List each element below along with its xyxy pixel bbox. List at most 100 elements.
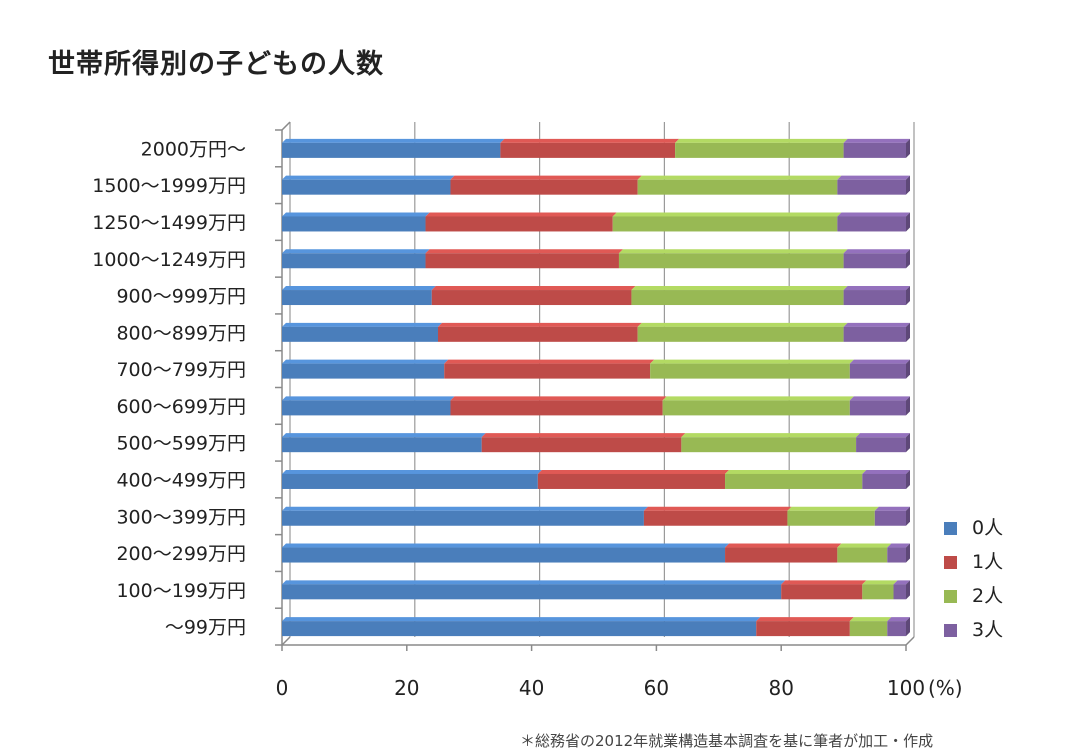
bar-segment [756,621,850,637]
bar-segment-side [906,249,910,269]
bar-segment-top [725,469,867,474]
legend-swatch [944,522,957,535]
bar-segment [843,142,906,158]
axis-layer [275,121,915,651]
bar-segment [282,142,501,158]
bar-segment [662,400,850,416]
bar-segment [631,290,844,306]
x-tick-label: 40 [519,676,544,700]
bar-segment-top [887,543,910,548]
bar-segment [787,510,875,526]
bar-segment-top [500,138,680,143]
bar-segment [643,510,788,526]
category-label: 2000万円〜 [141,138,246,160]
legend-layer: 0人 1人 2人 3人 [944,517,1003,641]
bar-segment [282,253,426,269]
bar-segment-top [282,175,455,180]
bar-segment [849,363,906,379]
bar-segment-top [725,543,842,548]
bar-segment-top [618,249,848,254]
bar-segment-side [906,580,910,600]
bar-segment [849,621,888,637]
category-label: 300〜399万円 [116,506,246,528]
legend-swatch [944,590,957,603]
legend-label: 1人 [972,551,1003,573]
x-unit-label: (%) [928,676,963,700]
bar-segment-top [643,506,792,511]
category-label: 1500〜1999万円 [92,175,246,197]
bar-segment-top [282,580,786,585]
bar-segment-top [837,175,910,180]
bar-segment-top [650,359,854,364]
bar-segment-top [856,433,910,438]
bar-segment-top [282,138,505,143]
bar-segment-top [887,617,910,622]
bar-segment-top [843,138,910,143]
bar-segment [837,216,906,232]
bar-segment [618,253,844,269]
category-label: 900〜999万円 [116,286,246,308]
bar-segment-top [282,469,542,474]
bar-segment-top [843,322,910,327]
axis-corner [281,121,291,131]
category-label: 100〜199万円 [116,580,246,602]
bar-segment-side [906,433,910,453]
bar-segment [856,437,906,453]
bar-segment [537,473,726,489]
bar-segment-side [906,396,910,416]
category-label: 1000〜1249万円 [92,249,246,271]
bar-segment [282,363,445,379]
bar-segment [431,290,632,306]
bar-segment [862,473,906,489]
bar-segment-top [282,396,455,401]
category-label: 〜99万円 [165,617,246,639]
category-label: 800〜899万円 [116,322,246,344]
bar-segment-top [756,617,854,622]
bar-segment-side [906,359,910,379]
labels-layer: 0 20 40 60 80 100 (%) 2000万円〜 1500〜1999万円 1250〜14… [92,138,962,700]
legend-swatch [944,624,957,637]
bar-segment [282,326,438,342]
bar-segment [282,547,726,563]
bar-segment-top [849,396,910,401]
bar-segment-top [849,359,910,364]
bars-layer [282,138,910,637]
bar-segment [725,473,863,489]
bar-segment [444,363,651,379]
bar-segment-top [282,543,730,548]
bar-segment-top [282,506,648,511]
bar-segment [282,510,644,526]
bar-segment-top [282,249,430,254]
bar-segment [874,510,906,526]
bar-segment-top [444,359,655,364]
bar-segment-top [282,286,436,291]
bar-segment-top [282,212,430,217]
bar-segment [438,326,638,342]
bar-segment-top [631,286,848,291]
bar-segment [843,253,906,269]
bar-segment [681,437,857,453]
bar-segment [282,216,426,232]
bar-segment-top [537,469,730,474]
x-tick-label: 80 [768,676,793,700]
grid-layer [289,122,915,637]
bar-segment [282,621,757,637]
bar-segment-top [425,212,617,217]
bar-segment-top [637,322,848,327]
bar-segment [849,400,906,416]
bar-segment [893,584,906,600]
bar-segment-top [637,175,842,180]
bar-segment-top [431,286,636,291]
bar-segment-side [906,175,910,195]
category-label: 600〜699万円 [116,396,246,418]
bar-segment [282,437,482,453]
bar-segment [425,216,613,232]
bar-segment [282,179,451,195]
bar-segment-top [481,433,686,438]
legend-label: 2人 [972,585,1003,607]
bar-segment [837,547,888,563]
x-tick-label: 100 [887,676,925,700]
bar-segment [282,473,538,489]
bar-segment [425,253,619,269]
